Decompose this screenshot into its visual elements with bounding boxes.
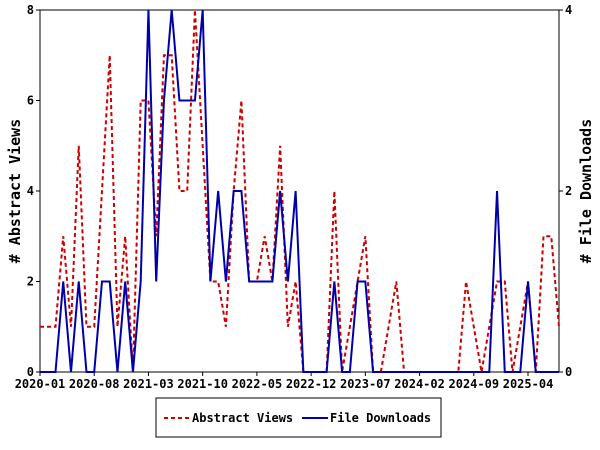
x-tick-label: 2022-05 <box>232 377 283 391</box>
x-tick-label: 2021-03 <box>123 377 174 391</box>
legend-label: File Downloads <box>330 411 431 425</box>
y2-tick-label: 0 <box>565 365 572 379</box>
y2-tick-label: 4 <box>565 3 572 17</box>
x-tick-label: 2022-12 <box>286 377 337 391</box>
x-tick-label: 2025-04 <box>503 377 554 391</box>
y2-axis-title: # File Downloads <box>577 119 595 264</box>
series-line <box>40 9 559 373</box>
x-tick-label: 2020-08 <box>69 377 120 391</box>
y2-tick-label: 2 <box>565 184 572 198</box>
y-tick-label: 4 <box>27 184 34 198</box>
y-tick-label: 0 <box>27 365 34 379</box>
x-tick-label: 2021-10 <box>177 377 228 391</box>
x-tick-label: 2023-07 <box>340 377 391 391</box>
series-line <box>40 9 560 373</box>
y-tick-label: 8 <box>27 3 34 17</box>
y-axis-title: # Abstract Views <box>6 119 24 264</box>
x-tick-label: 2024-09 <box>449 377 500 391</box>
y-tick-label: 2 <box>27 275 34 289</box>
x-tick-label: 2020-01 <box>15 377 66 391</box>
x-tick-label: 2024-02 <box>394 377 445 391</box>
y-tick-label: 6 <box>27 94 34 108</box>
legend-label: Abstract Views <box>192 411 293 425</box>
legend <box>155 397 442 438</box>
